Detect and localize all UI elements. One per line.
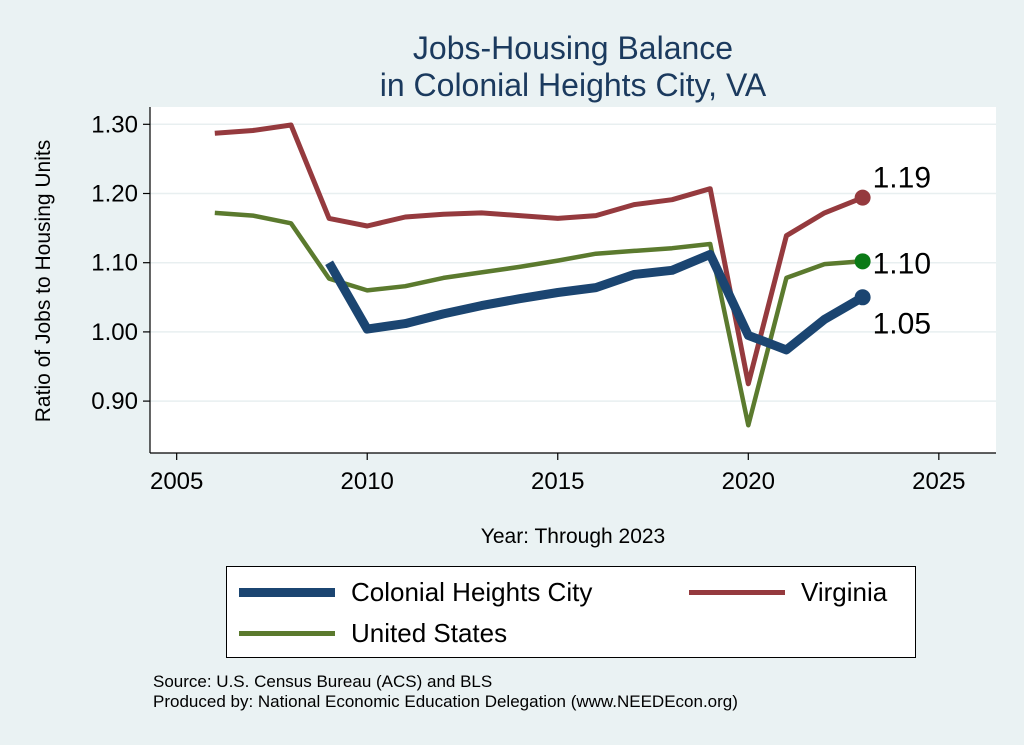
chart-title-line-2: in Colonial Heights City, VA xyxy=(379,67,767,103)
y-tick-label: 1.00 xyxy=(91,319,138,346)
legend-item-virginia: Virginia xyxy=(689,577,887,608)
series-line-2 xyxy=(214,210,863,428)
y-tick-label: 1.20 xyxy=(91,181,138,208)
y-tick-label: 0.90 xyxy=(91,388,138,415)
end-value-label-1: 1.19 xyxy=(873,162,931,195)
series-line-1 xyxy=(214,122,864,387)
end-value-label-0: 1.05 xyxy=(873,307,931,340)
source-note: Source: U.S. Census Bureau (ACS) and BLS… xyxy=(153,672,738,712)
source-line: Source: U.S. Census Bureau (ACS) and BLS xyxy=(153,672,493,691)
x-tick-label: 2005 xyxy=(150,468,203,495)
y-tick-label: 1.30 xyxy=(91,111,138,138)
legend: Colonial Heights City Virginia United St… xyxy=(226,566,916,658)
x-axis-ticks: 2005 2010 2015 2020 2025 xyxy=(150,453,966,495)
x-axis-title: Year: Through 2023 xyxy=(481,525,666,548)
y-tick-label: 1.10 xyxy=(91,250,138,277)
y-axis-ticks: 0.90 1.00 1.10 1.20 1.30 xyxy=(91,111,150,415)
chart-title-line-1: Jobs-Housing Balance xyxy=(412,30,734,66)
plot-area xyxy=(150,107,996,453)
legend-swatch-united-states xyxy=(239,631,335,636)
produced-by-line: Produced by: National Economic Education… xyxy=(153,692,738,711)
series-line-0 xyxy=(325,249,865,355)
y-axis-title: Ratio of Jobs to Housing Units xyxy=(32,140,55,422)
x-tick-label: 2025 xyxy=(912,468,965,495)
x-tick-label: 2015 xyxy=(531,468,584,495)
legend-swatch-colonial-heights xyxy=(239,588,335,597)
legend-swatch-virginia xyxy=(689,590,785,595)
x-tick-label: 2020 xyxy=(722,468,775,495)
end-value-label-2: 1.10 xyxy=(873,247,931,280)
chart-title: Jobs-Housing Balance in Colonial Heights… xyxy=(150,30,996,104)
legend-label-colonial-heights: Colonial Heights City xyxy=(351,577,593,607)
x-tick-label: 2010 xyxy=(341,468,394,495)
legend-label-united-states: United States xyxy=(351,618,508,648)
legend-item-colonial-heights: Colonial Heights City xyxy=(239,577,592,608)
series-lines xyxy=(214,122,865,428)
end-marker-1 xyxy=(854,189,871,206)
legend-label-virginia: Virginia xyxy=(801,577,888,607)
legend-item-united-states: United States xyxy=(239,618,507,649)
line-chart: 0.90 1.00 1.10 1.20 1.30 2005 2010 2015 2020 202… xyxy=(32,107,996,548)
end-markers: 1.05 1.19 1.10 xyxy=(854,162,931,340)
end-marker-2 xyxy=(854,253,871,270)
end-marker-0 xyxy=(854,289,871,306)
